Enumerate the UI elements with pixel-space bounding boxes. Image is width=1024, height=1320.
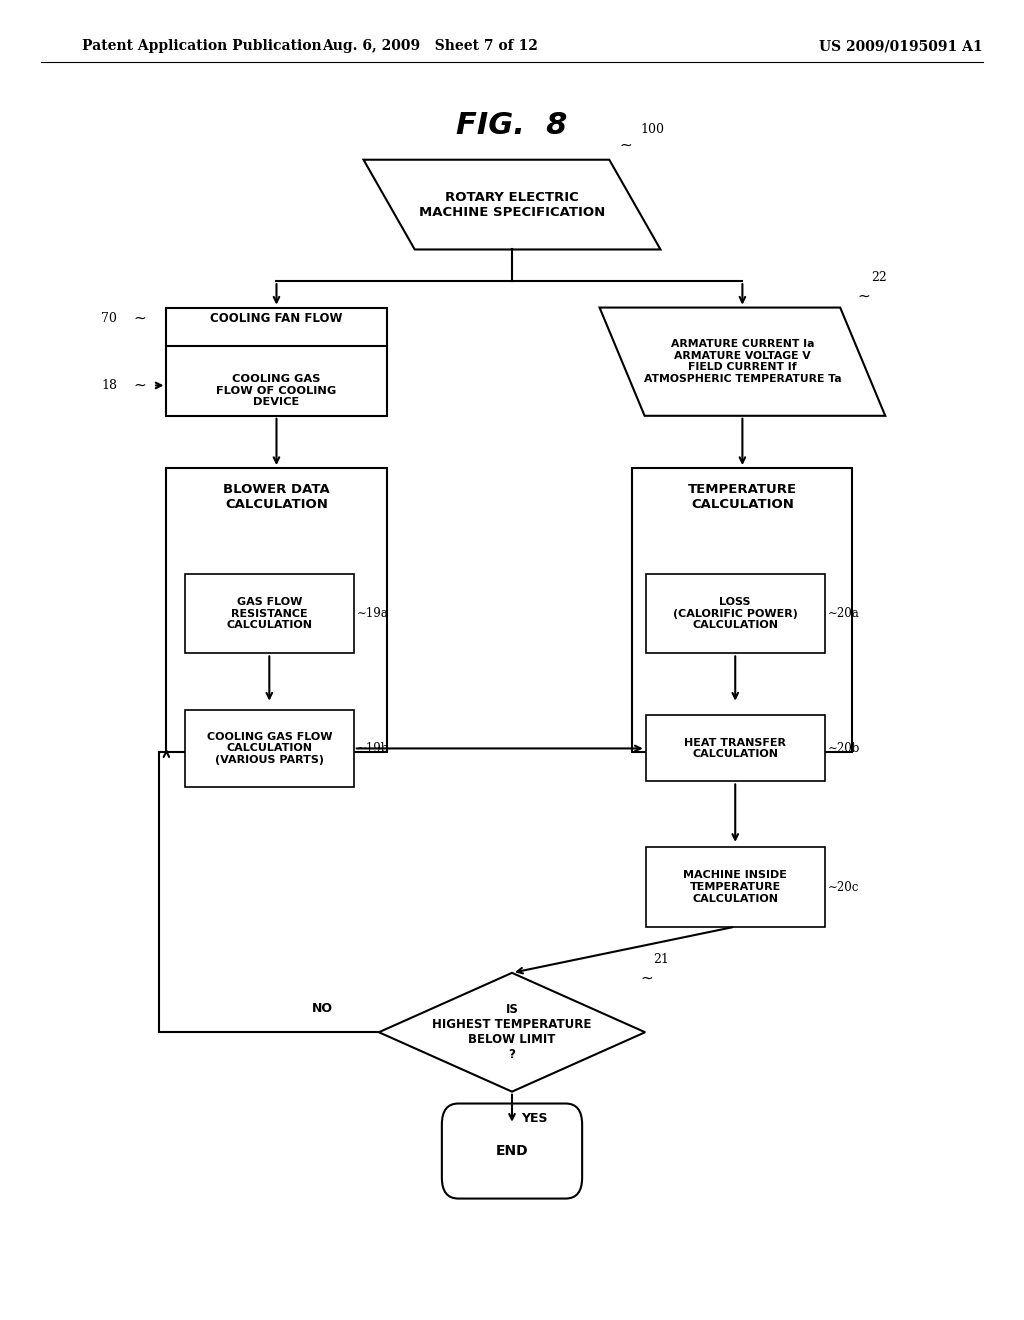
Bar [184,710,354,787]
Bar [167,308,387,416]
Text: ∼20a: ∼20a [827,607,860,620]
Text: 18: 18 [101,379,118,392]
Text: ∼: ∼ [133,310,146,326]
Text: ∼: ∼ [640,972,652,986]
Bar [184,574,354,653]
Text: ∼: ∼ [858,289,870,304]
Text: COOLING GAS
FLOW OF COOLING
DEVICE: COOLING GAS FLOW OF COOLING DEVICE [216,374,337,408]
Text: ∼: ∼ [620,139,632,153]
Bar [645,847,824,927]
Text: COOLING FAN FLOW: COOLING FAN FLOW [210,312,343,325]
Text: 100: 100 [640,123,664,136]
FancyBboxPatch shape [442,1104,582,1199]
Text: ∼: ∼ [133,378,146,393]
Bar [645,715,824,781]
Text: ARMATURE CURRENT Ia
ARMATURE VOLTAGE V
FIELD CURRENT If
ATMOSPHERIC TEMPERATURE : ARMATURE CURRENT Ia ARMATURE VOLTAGE V F… [644,339,841,384]
Text: ROTARY ELECTRIC
MACHINE SPECIFICATION: ROTARY ELECTRIC MACHINE SPECIFICATION [419,190,605,219]
Text: YES: YES [521,1111,548,1125]
Text: 70: 70 [101,312,118,325]
Text: ∼19a: ∼19a [357,607,389,620]
Text: END: END [496,1144,528,1158]
Text: Aug. 6, 2009   Sheet 7 of 12: Aug. 6, 2009 Sheet 7 of 12 [323,40,538,53]
Polygon shape [364,160,660,249]
Text: ∼20b: ∼20b [827,742,860,755]
Text: FIG.  8: FIG. 8 [457,111,567,140]
Bar [645,574,824,653]
Text: COOLING GAS FLOW
CALCULATION
(VARIOUS PARTS): COOLING GAS FLOW CALCULATION (VARIOUS PA… [207,731,332,766]
Polygon shape [599,308,885,416]
Text: GAS FLOW
RESISTANCE
CALCULATION: GAS FLOW RESISTANCE CALCULATION [226,597,312,631]
Text: LOSS
(CALORIFIC POWER)
CALCULATION: LOSS (CALORIFIC POWER) CALCULATION [673,597,798,631]
Text: ∼20c: ∼20c [827,880,859,894]
Text: 22: 22 [870,271,887,284]
Text: TEMPERATURE
CALCULATION: TEMPERATURE CALCULATION [688,483,797,511]
Text: ∼19b: ∼19b [357,742,389,755]
Text: MACHINE INSIDE
TEMPERATURE
CALCULATION: MACHINE INSIDE TEMPERATURE CALCULATION [683,870,787,904]
Text: US 2009/0195091 A1: US 2009/0195091 A1 [819,40,983,53]
Bar [167,467,387,751]
Polygon shape [379,973,645,1092]
Text: BLOWER DATA
CALCULATION: BLOWER DATA CALCULATION [223,483,330,511]
Text: Patent Application Publication: Patent Application Publication [82,40,322,53]
Text: IS
HIGHEST TEMPERATURE
BELOW LIMIT
?: IS HIGHEST TEMPERATURE BELOW LIMIT ? [432,1003,592,1061]
Text: NO: NO [312,1002,333,1015]
Bar [632,467,852,751]
Text: HEAT TRANSFER
CALCULATION: HEAT TRANSFER CALCULATION [684,738,786,759]
Text: 21: 21 [653,953,670,966]
